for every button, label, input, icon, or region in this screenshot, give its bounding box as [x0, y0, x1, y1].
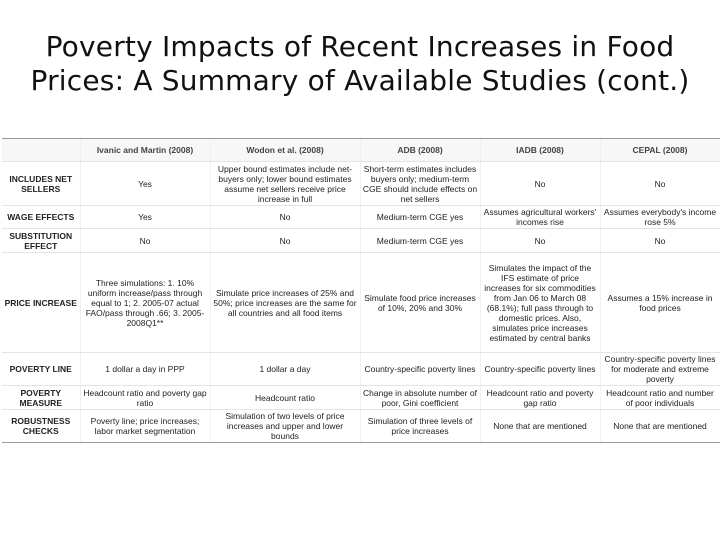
column-header: ADB (2008) [360, 139, 481, 162]
row-label: POVERTY MEASURE [2, 385, 81, 410]
table-cell: Headcount ratio [210, 385, 361, 410]
slide-title-line-1: Poverty Impacts of Recent Increases in F… [45, 30, 675, 63]
row-label: ROBUSTNESS CHECKS [2, 409, 81, 443]
table-row: SUBSTITUTION EFFECT No No Medium-term CG… [2, 228, 720, 253]
table-cell: Simulation of two levels of price increa… [210, 409, 361, 443]
studies-table-container: Ivanic and Martin (2008) Wodon et al. (2… [2, 138, 720, 443]
table-cell: Simulate food price increases of 10%, 20… [360, 252, 481, 353]
column-header: Wodon et al. (2008) [210, 139, 361, 162]
row-label: WAGE EFFECTS [2, 205, 81, 229]
table-row: POVERTY LINE 1 dollar a day in PPP 1 dol… [2, 352, 720, 386]
table-cell: None that are mentioned [480, 409, 601, 443]
studies-table: Ivanic and Martin (2008) Wodon et al. (2… [2, 139, 720, 443]
table-cell: Three simulations: 1. 10% uniform increa… [80, 252, 211, 353]
row-label: INCLUDES NET SELLERS [2, 161, 81, 206]
column-header: IADB (2008) [480, 139, 601, 162]
table-cell: Headcount ratio and number of poor indiv… [600, 385, 720, 410]
table-cell: No [480, 161, 601, 206]
row-label: PRICE INCREASE [2, 252, 81, 353]
table-cell: Simulate price increases of 25% and 50%;… [210, 252, 361, 353]
table-cell: Simulation of three levels of price incr… [360, 409, 481, 443]
table-cell: Yes [80, 205, 211, 229]
table-cell: Short-term estimates includes buyers onl… [360, 161, 481, 206]
table-cell: Assumes everybody's income rose 5% [600, 205, 720, 229]
table-cell: Change in absolute number of poor, Gini … [360, 385, 481, 410]
table-row: INCLUDES NET SELLERS Yes Upper bound est… [2, 161, 720, 206]
table-cell: No [210, 205, 361, 229]
table-cell: None that are mentioned [600, 409, 720, 443]
table-cell: No [480, 228, 601, 253]
table-row: WAGE EFFECTS Yes No Medium-term CGE yes … [2, 205, 720, 229]
row-label: POVERTY LINE [2, 352, 81, 386]
table-cell: No [600, 161, 720, 206]
table-cell: Country-specific poverty lines for moder… [600, 352, 720, 386]
table-row: ROBUSTNESS CHECKS Poverty line; price in… [2, 409, 720, 443]
table-cell: Headcount ratio and poverty gap ratio [80, 385, 211, 410]
table-cell: Assumes a 15% increase in food prices [600, 252, 720, 353]
table-row: POVERTY MEASURE Headcount ratio and pove… [2, 385, 720, 410]
slide-title-line-2: Prices: A Summary of Available Studies (… [30, 64, 690, 97]
slide-title: Poverty Impacts of Recent Increases in F… [0, 30, 720, 98]
table-cell: No [210, 228, 361, 253]
table-cell: Medium-term CGE yes [360, 205, 481, 229]
table-cell: Upper bound estimates include net-buyers… [210, 161, 361, 206]
table-cell: Medium-term CGE yes [360, 228, 481, 253]
row-label: SUBSTITUTION EFFECT [2, 228, 81, 253]
table-cell: Poverty line; price increases; labor mar… [80, 409, 211, 443]
table-cell: No [600, 228, 720, 253]
table-cell: Country-specific poverty lines [480, 352, 601, 386]
column-header: Ivanic and Martin (2008) [80, 139, 211, 162]
table-cell: Assumes agricultural workers' incomes ri… [480, 205, 601, 229]
table-cell: Country-specific poverty lines [360, 352, 481, 386]
table-cell: No [80, 228, 211, 253]
table-cell: Simulates the impact of the IFS estimate… [480, 252, 601, 353]
table-row: PRICE INCREASE Three simulations: 1. 10%… [2, 252, 720, 353]
table-cell: Yes [80, 161, 211, 206]
table-cell: 1 dollar a day [210, 352, 361, 386]
table-header-row: Ivanic and Martin (2008) Wodon et al. (2… [2, 139, 720, 162]
table-cell: 1 dollar a day in PPP [80, 352, 211, 386]
column-header [2, 139, 81, 162]
column-header: CEPAL (2008) [600, 139, 720, 162]
table-cell: Headcount ratio and poverty gap ratio [480, 385, 601, 410]
